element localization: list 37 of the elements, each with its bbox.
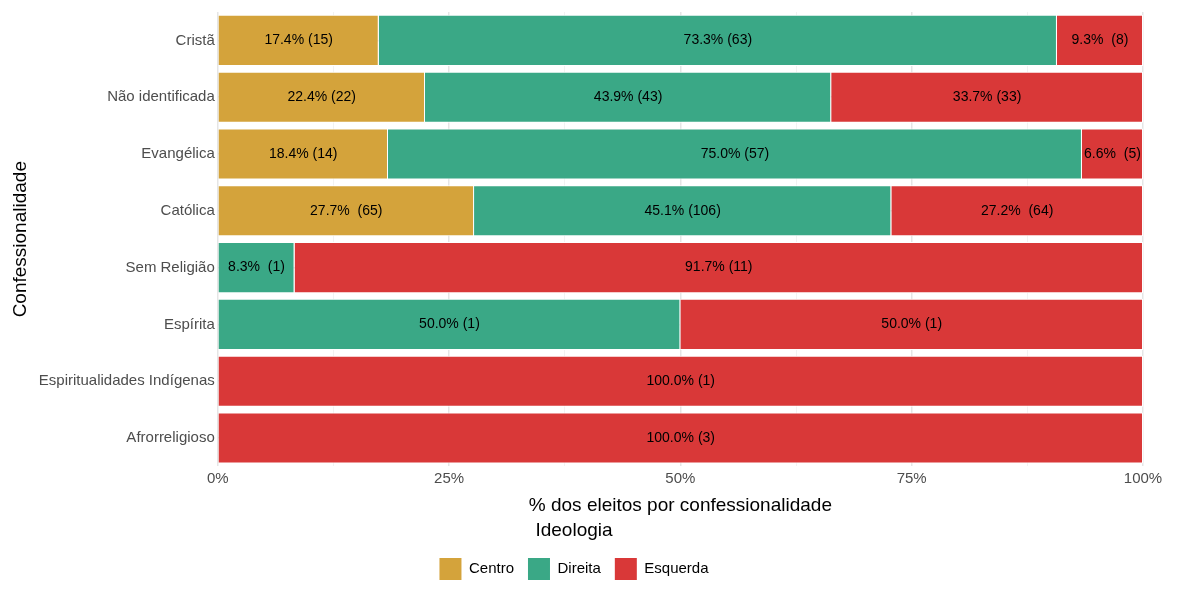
legend-label: Direita (557, 559, 602, 577)
legend-title: Ideologia (535, 518, 613, 540)
data-label: 45.1% (106) (644, 201, 721, 218)
y-tick-label: Não identificada (107, 87, 216, 105)
data-label: 6.6% (5) (1084, 144, 1141, 161)
data-label: 43.9% (43) (593, 88, 663, 105)
x-tick-label: 0% (206, 468, 229, 486)
y-tick-label: Católica (160, 200, 216, 218)
y-tick-label: Afrorreligioso (126, 428, 215, 446)
y-tick-label: Sem Religião (125, 257, 215, 275)
data-label: 9.3% (8) (1071, 31, 1129, 48)
data-label: 27.7% (65) (310, 201, 383, 218)
legend-label: Esquerda (644, 559, 710, 577)
legend-label: Centro (468, 559, 514, 577)
x-tick-label: 25% (434, 468, 465, 486)
x-axis-title: % dos eleitos por confessionalidade (528, 494, 832, 516)
data-label: 8.3% (1) (228, 258, 285, 275)
x-tick-label: 100% (1123, 468, 1163, 486)
data-label: 100.0% (3) (646, 428, 715, 445)
data-label: 18.4% (14) (269, 144, 338, 161)
data-label: 91.7% (11) (685, 258, 753, 275)
data-label: 50.0% (1) (419, 315, 480, 332)
x-tick-label: 75% (896, 468, 927, 486)
y-axis-title: Confessionalidade (8, 161, 30, 318)
y-tick-label: Evangélica (141, 144, 216, 162)
data-label: 100.0% (1) (646, 372, 715, 389)
y-tick-label: Cristã (175, 30, 216, 48)
x-tick-label: 50% (665, 468, 696, 486)
data-label: 17.4% (15) (264, 31, 333, 48)
data-label: 75.0% (57) (700, 144, 770, 161)
y-tick-label: Espírita (163, 314, 216, 332)
data-label: 22.4% (22) (287, 88, 356, 105)
data-label: 73.3% (63) (683, 31, 753, 48)
data-label: 50.0% (1) (881, 315, 943, 332)
data-label: 27.2% (64) (980, 201, 1054, 218)
data-label: 33.7% (33) (952, 88, 1022, 105)
y-tick-label: Espiritualidades Indígenas (38, 371, 215, 389)
